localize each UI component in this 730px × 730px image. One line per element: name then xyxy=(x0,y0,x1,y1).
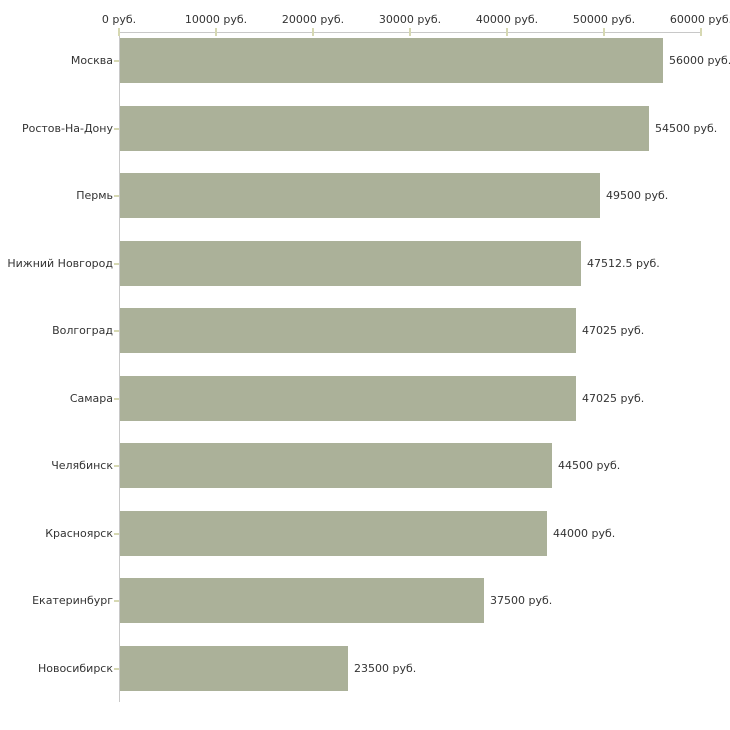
x-axis-tick-label: 60000 руб. xyxy=(669,13,730,26)
y-axis-tick xyxy=(114,128,119,130)
category-label: Волгоград xyxy=(52,324,113,337)
x-axis-tick xyxy=(312,28,314,36)
chart-row: Нижний Новгород 47512.5 руб. xyxy=(0,241,730,286)
bar xyxy=(120,38,663,83)
bar xyxy=(120,173,600,218)
chart-row: Пермь 49500 руб. xyxy=(0,173,730,218)
x-axis-tick xyxy=(118,28,120,36)
category-label: Екатеринбург xyxy=(32,594,113,607)
value-label: 56000 руб. xyxy=(669,54,730,67)
x-axis-tick-label: 40000 руб. xyxy=(475,13,539,26)
bar xyxy=(120,308,576,353)
category-label: Ростов-На-Дону xyxy=(21,122,113,135)
y-axis-tick xyxy=(114,533,119,535)
chart-row: Екатеринбург 37500 руб. xyxy=(0,578,730,623)
y-axis-tick xyxy=(114,60,119,62)
category-label: Челябинск xyxy=(51,459,113,472)
category-label: Красноярск xyxy=(45,527,113,540)
bar xyxy=(120,376,576,421)
x-axis-tick xyxy=(603,28,605,36)
x-axis-tick xyxy=(700,28,702,36)
y-axis-tick xyxy=(114,465,119,467)
bar xyxy=(120,578,484,623)
value-label: 44000 руб. xyxy=(553,527,616,540)
chart-row: Красноярск 44000 руб. xyxy=(0,511,730,556)
x-axis-tick-label: 50000 руб. xyxy=(572,13,636,26)
y-axis-line xyxy=(119,32,120,702)
value-label: 47512.5 руб. xyxy=(587,257,660,270)
bar xyxy=(120,646,348,691)
value-label: 47025 руб. xyxy=(582,392,645,405)
bar xyxy=(120,106,649,151)
bar xyxy=(120,241,581,286)
chart-row: Новосибирск 23500 руб. xyxy=(0,646,730,691)
value-label: 37500 руб. xyxy=(490,594,553,607)
category-label: Москва xyxy=(70,54,113,67)
x-axis-tick xyxy=(215,28,217,36)
value-label: 23500 руб. xyxy=(354,662,417,675)
chart-row: Челябинск 44500 руб. xyxy=(0,443,730,488)
category-label: Пермь xyxy=(76,189,113,202)
y-axis-tick xyxy=(114,195,119,197)
x-axis-tick-label: 30000 руб. xyxy=(378,13,442,26)
category-label: Самара xyxy=(69,392,113,405)
y-axis-tick xyxy=(114,668,119,670)
x-axis-tick xyxy=(506,28,508,36)
y-axis-tick xyxy=(114,330,119,332)
chart-row: Самара 47025 руб. xyxy=(0,376,730,421)
value-label: 47025 руб. xyxy=(582,324,645,337)
x-axis-tick-label: 0 руб. xyxy=(101,13,137,26)
value-label: 44500 руб. xyxy=(558,459,621,472)
x-axis-tick-label: 10000 руб. xyxy=(184,13,248,26)
chart-row: Ростов-На-Дону 54500 руб. xyxy=(0,106,730,151)
y-axis-tick xyxy=(114,600,119,602)
x-axis-tick-label: 20000 руб. xyxy=(281,13,345,26)
category-label: Нижний Новгород xyxy=(7,257,113,270)
chart-row: Москва 56000 руб. xyxy=(0,38,730,83)
y-axis-tick xyxy=(114,263,119,265)
bar xyxy=(120,511,547,556)
x-axis-tick xyxy=(409,28,411,36)
value-label: 54500 руб. xyxy=(655,122,718,135)
bar xyxy=(120,443,552,488)
value-label: 49500 руб. xyxy=(606,189,669,202)
category-label: Новосибирск xyxy=(37,662,113,675)
chart-row: Волгоград 47025 руб. xyxy=(0,308,730,353)
y-axis-tick xyxy=(114,398,119,400)
